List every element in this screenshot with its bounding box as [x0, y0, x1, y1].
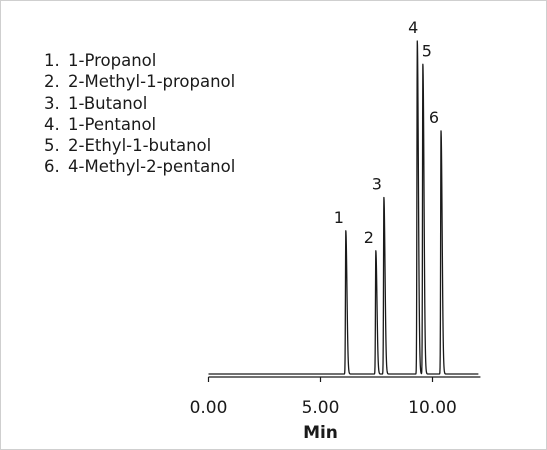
x-axis-title: Min — [303, 423, 338, 443]
legend-item-label: 1-Propanol — [68, 51, 157, 70]
legend-item-number: 5. — [44, 136, 60, 156]
legend-item: 4. 1-Pentanol — [44, 114, 235, 135]
peak-label: 5 — [422, 41, 432, 60]
peak-legend: 1. 1-Propanol 2. 2-Methyl-1-propanol 3. 1-B… — [44, 50, 235, 178]
legend-item: 1. 1-Propanol — [44, 50, 235, 71]
legend-item: 2. 2-Methyl-1-propanol — [44, 71, 235, 92]
peak-label: 4 — [408, 18, 418, 37]
legend-item-label: 2-Ethyl-1-butanol — [68, 136, 212, 156]
x-axis: 0.00 5.00 10.00 — [190, 376, 481, 418]
chromatogram-trace — [208, 40, 479, 375]
x-tick-label: 10.00 — [408, 398, 457, 418]
legend-item-number: 6. — [44, 157, 60, 177]
legend-item: 3. 1-Butanol — [44, 93, 235, 114]
x-tick-label: 5.00 — [302, 398, 340, 418]
legend-item: 5. 2-Ethyl-1-butanol — [44, 135, 235, 156]
peak-label: 6 — [429, 108, 439, 127]
legend-item-number: 1. — [44, 51, 60, 70]
legend-item-number: 2. — [44, 72, 60, 92]
legend-item-number: 3. — [44, 93, 60, 113]
peak-labels: 1 2 3 45 6 — [334, 18, 439, 247]
legend-item-label: 4-Methyl-2-pentanol — [68, 157, 236, 177]
legend-item-label: 2-Methyl-1-propanol — [68, 72, 236, 92]
peak-label: 1 — [334, 208, 344, 227]
legend-item-label: 1-Butanol — [68, 93, 148, 113]
peak-label: 2 — [364, 228, 374, 247]
legend-item: 6. 4-Methyl-2-pentanol — [44, 156, 235, 177]
peak-label: 3 — [372, 175, 382, 194]
legend-item-label: 1-Pentanol — [68, 114, 157, 134]
legend-item-number: 4. — [44, 114, 60, 134]
x-tick-label: 0.00 — [190, 398, 228, 418]
